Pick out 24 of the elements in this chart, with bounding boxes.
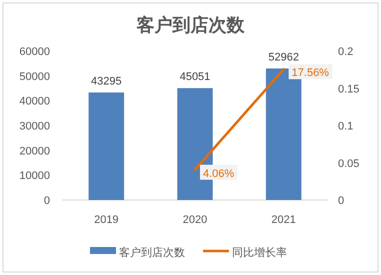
y-tick-label: 30000 (19, 120, 50, 132)
y2-tick-label: 0.15 (338, 83, 360, 96)
data-label: 4.06% (203, 168, 234, 180)
chart-title: 客户到店次数 (136, 15, 246, 35)
y-tick-label: 20000 (19, 145, 50, 158)
legend-label: 客户到店次数 (119, 246, 185, 259)
data-label: 17.56% (292, 67, 330, 80)
y-tick-label: 10000 (19, 170, 50, 182)
y2-tick-label: 0.2 (338, 46, 354, 58)
y2-tick-label: 0.05 (338, 158, 360, 170)
y-tick-label: 50000 (19, 70, 50, 83)
data-label: 45051 (180, 71, 210, 84)
data-label: 43295 (91, 75, 122, 88)
y-tick-label: 60000 (19, 46, 50, 58)
y-tick-label: 40000 (19, 96, 50, 108)
legend-label: 同比增长率 (232, 246, 287, 259)
y2-tick-label: 0.1 (338, 120, 354, 132)
x-tick-label: 2019 (94, 214, 119, 226)
y2-tick-label: 0 (338, 195, 344, 207)
data-label: 52962 (268, 51, 299, 64)
y-tick-label: 0 (44, 195, 50, 207)
bar (88, 92, 124, 200)
x-tick-label: 2021 (271, 214, 296, 226)
x-tick-label: 2020 (182, 214, 208, 226)
